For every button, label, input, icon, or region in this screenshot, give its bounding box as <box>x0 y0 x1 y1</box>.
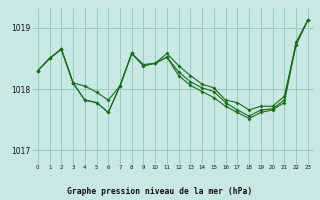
Text: Graphe pression niveau de la mer (hPa): Graphe pression niveau de la mer (hPa) <box>68 187 252 196</box>
